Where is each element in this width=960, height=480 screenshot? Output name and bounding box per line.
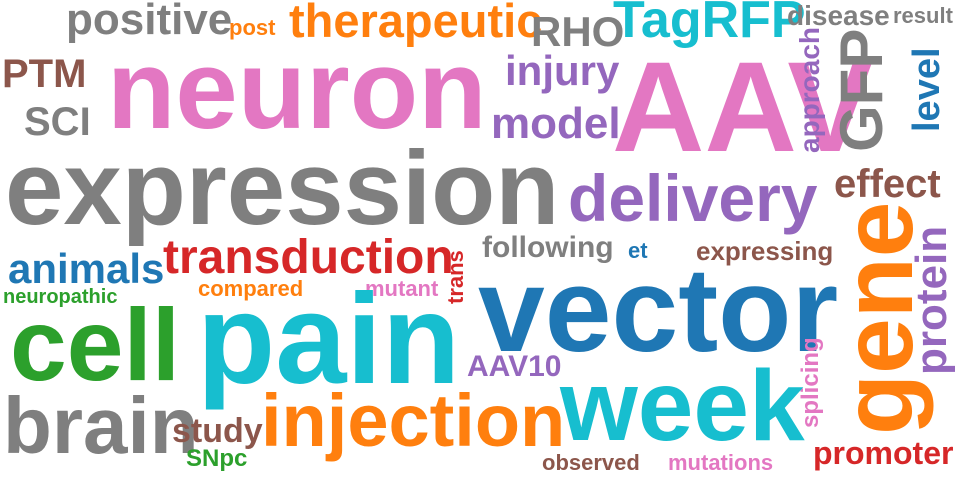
word-expression: expression — [5, 130, 560, 247]
word-following: following — [482, 231, 614, 264]
word-positive: positive — [66, 0, 233, 44]
word-aav10: AAV10 — [467, 350, 562, 383]
word-disease: disease — [787, 0, 890, 31]
word-promoter: promoter — [813, 435, 954, 471]
word-protein: protein — [907, 225, 956, 375]
word-cell: cell — [10, 288, 181, 402]
word-gfp: GFP — [828, 28, 895, 152]
word-animals: animals — [8, 245, 165, 292]
word-aav: AAV — [612, 36, 873, 179]
word-delivery: delivery — [568, 161, 818, 235]
word-snpc: SNpc — [186, 445, 248, 472]
word-tagrfp: TagRFP — [613, 0, 806, 49]
word-level: level — [906, 47, 948, 132]
word-week: week — [560, 350, 805, 462]
word-rho: RHO — [531, 8, 625, 55]
word-study: study — [172, 412, 263, 450]
word-expressing: expressing — [696, 236, 834, 266]
word-post: post — [229, 15, 276, 40]
word-neuron: neuron — [107, 27, 487, 152]
word-approach: approach — [794, 26, 825, 153]
word-compared: compared — [198, 276, 304, 301]
word-ptm: PTM — [2, 52, 87, 96]
word-effect: effect — [834, 162, 941, 206]
word-vector: vector — [478, 243, 839, 377]
word-mutant: mutant — [365, 276, 439, 301]
word-model: model — [491, 99, 621, 148]
word-injection: injection — [261, 379, 566, 462]
word-neuropathic: neuropathic — [3, 286, 118, 308]
word-sci: SCI — [24, 100, 91, 144]
word-brain: brain — [3, 381, 199, 470]
word-pain: pain — [197, 268, 461, 411]
word-observed: observed — [542, 450, 640, 475]
word-transduction: transduction — [163, 231, 454, 284]
word-et: et — [628, 238, 648, 263]
word-therapeutic: therapeutic — [289, 0, 543, 47]
word-injury: injury — [505, 47, 620, 94]
word-mutations: mutations — [668, 450, 774, 475]
word-result: result — [893, 3, 953, 28]
